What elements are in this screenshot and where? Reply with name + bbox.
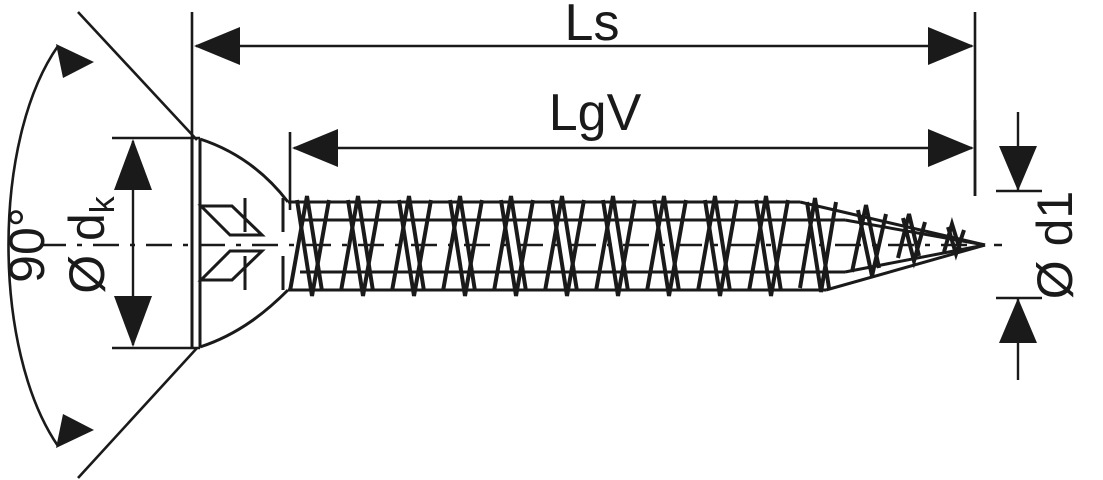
drive-recess-lower (197, 249, 266, 282)
thread-tooth-taper (805, 201, 838, 293)
dimension-lgv: LgV (288, 84, 977, 210)
thread-tooth (703, 199, 739, 297)
d1-arrow-bottom (999, 298, 1037, 343)
angle-ray-upper (77, 11, 198, 141)
countersink-angle-annotation: 90° (0, 11, 198, 479)
d1-label: Ø d1 (1027, 191, 1083, 299)
lgv-label: LgV (549, 84, 642, 142)
thread-tooth (601, 199, 637, 297)
thread-tooth-taper (798, 197, 831, 289)
dk-label-prefix: Ø d (59, 213, 115, 294)
tip-taper-lower (825, 243, 986, 292)
thread-tooth-taper (946, 226, 966, 261)
dk-label-subscript: k (84, 195, 122, 213)
ls-arrow-right (928, 27, 974, 65)
lgv-arrow-right (928, 129, 974, 167)
thread-tooth (397, 199, 433, 297)
thread-flights (288, 195, 966, 297)
angle-arrow-bottom (56, 414, 94, 448)
dimension-dk: Ø dk (59, 136, 200, 350)
screw-body (40, 137, 1002, 349)
dk-label: Ø dk (59, 195, 122, 294)
thread-tooth (346, 199, 382, 297)
dimension-ls: Ls (190, 0, 977, 196)
thread-tooth-taper (942, 216, 962, 253)
thread-tooth (295, 199, 331, 297)
dk-arrow-bottom (114, 296, 152, 347)
thread-tooth-taper (856, 209, 888, 277)
ls-label: Ls (565, 0, 620, 52)
drive-recess-upper (197, 204, 266, 237)
thread-tooth-taper (901, 217, 927, 269)
ls-arrow-left (194, 27, 240, 65)
d1-arrow-top (999, 146, 1037, 191)
angle-arrow-top (56, 44, 94, 78)
angle-ray-lower (77, 347, 198, 479)
thread-tooth (652, 199, 688, 297)
thread-tooth (550, 199, 586, 297)
head-taper-upper (199, 137, 290, 203)
angle-arc (7, 45, 60, 447)
thread-tooth-taper (850, 204, 881, 273)
thread-tooth (448, 199, 484, 297)
dimension-d1: Ø d1 (996, 112, 1083, 380)
head-taper-lower (199, 288, 290, 349)
lgv-arrow-left (292, 129, 338, 167)
thread-tooth-taper (896, 213, 921, 259)
dk-arrow-top (114, 139, 152, 190)
thread-tooth (499, 199, 535, 297)
thread-tooth (754, 199, 790, 297)
